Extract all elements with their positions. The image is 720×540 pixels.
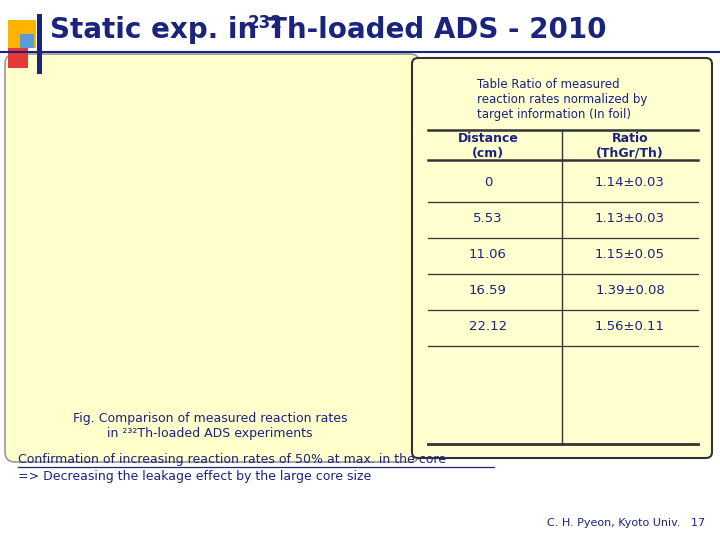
Text: 232: 232 — [248, 14, 283, 32]
Text: 1.13±0.03: 1.13±0.03 — [595, 212, 665, 225]
Text: 0: 0 — [484, 176, 492, 188]
FancyBboxPatch shape — [8, 20, 36, 48]
Text: 16.59: 16.59 — [469, 284, 507, 296]
Text: 1.56±0.11: 1.56±0.11 — [595, 320, 665, 333]
Text: Th-loaded ADS - 2010: Th-loaded ADS - 2010 — [268, 16, 606, 44]
Text: Static exp. in: Static exp. in — [50, 16, 267, 44]
FancyBboxPatch shape — [20, 34, 34, 48]
FancyBboxPatch shape — [412, 58, 712, 458]
Text: 11.06: 11.06 — [469, 247, 507, 260]
Text: Distance
(cm): Distance (cm) — [458, 132, 518, 160]
Text: 1.15±0.05: 1.15±0.05 — [595, 247, 665, 260]
Text: 1.39±0.08: 1.39±0.08 — [595, 284, 665, 296]
FancyBboxPatch shape — [37, 14, 42, 74]
Text: => Decreasing the leakage effect by the large core size: => Decreasing the leakage effect by the … — [18, 470, 372, 483]
Text: Fig. Comparison of measured reaction rates: Fig. Comparison of measured reaction rat… — [73, 412, 347, 425]
Text: C. H. Pyeon, Kyoto Univ.   17: C. H. Pyeon, Kyoto Univ. 17 — [547, 518, 705, 528]
Text: Ratio
(ThGr/Th): Ratio (ThGr/Th) — [596, 132, 664, 160]
Text: Confirmation of increasing reaction rates of 50% at max. in the core: Confirmation of increasing reaction rate… — [18, 453, 446, 466]
Text: 22.12: 22.12 — [469, 320, 507, 333]
Text: 1.14±0.03: 1.14±0.03 — [595, 176, 665, 188]
Text: in ²³²Th-loaded ADS experiments: in ²³²Th-loaded ADS experiments — [107, 427, 312, 440]
FancyBboxPatch shape — [8, 48, 28, 68]
Text: Table Ratio of measured
reaction rates normalized by
target information (In foil: Table Ratio of measured reaction rates n… — [477, 78, 647, 121]
Text: 5.53: 5.53 — [473, 212, 503, 225]
FancyBboxPatch shape — [5, 54, 420, 462]
